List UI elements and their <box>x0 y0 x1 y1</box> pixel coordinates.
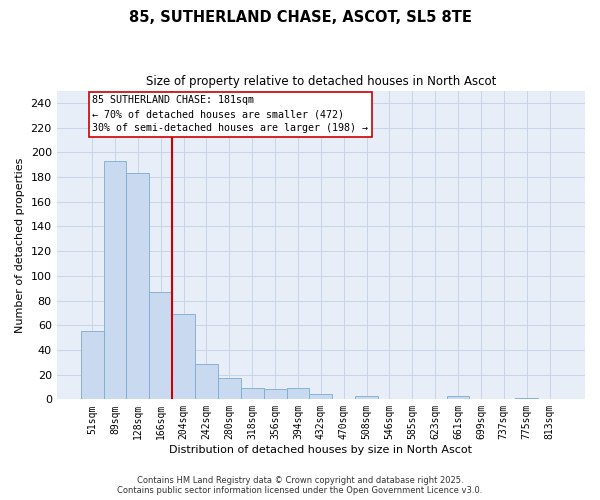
Title: Size of property relative to detached houses in North Ascot: Size of property relative to detached ho… <box>146 75 496 88</box>
Text: Contains HM Land Registry data © Crown copyright and database right 2025.
Contai: Contains HM Land Registry data © Crown c… <box>118 476 482 495</box>
Bar <box>127 174 149 400</box>
Text: 85, SUTHERLAND CHASE, ASCOT, SL5 8TE: 85, SUTHERLAND CHASE, ASCOT, SL5 8TE <box>128 10 472 25</box>
Bar <box>515 398 538 400</box>
X-axis label: Distribution of detached houses by size in North Ascot: Distribution of detached houses by size … <box>169 445 472 455</box>
Bar <box>218 378 241 400</box>
Bar <box>80 332 104 400</box>
Bar <box>149 292 172 400</box>
Bar <box>104 161 127 400</box>
Text: 85 SUTHERLAND CHASE: 181sqm
← 70% of detached houses are smaller (472)
30% of se: 85 SUTHERLAND CHASE: 181sqm ← 70% of det… <box>92 96 368 134</box>
Bar <box>195 364 218 400</box>
Bar <box>263 390 287 400</box>
Bar <box>172 314 195 400</box>
Y-axis label: Number of detached properties: Number of detached properties <box>15 158 25 332</box>
Bar <box>446 396 469 400</box>
Bar <box>287 388 310 400</box>
Bar <box>355 396 378 400</box>
Bar <box>241 388 263 400</box>
Bar <box>310 394 332 400</box>
